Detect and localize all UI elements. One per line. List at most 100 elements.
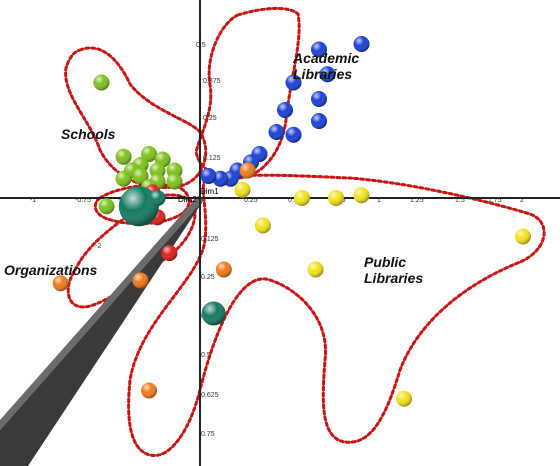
data-point: [319, 66, 336, 83]
tick-label: 0.375: [203, 78, 221, 85]
tick-label: 0.25: [203, 115, 217, 122]
data-point-shade: [234, 181, 251, 198]
data-point: [311, 41, 327, 58]
tick-label: 0.25: [201, 274, 215, 281]
data-point: [115, 170, 132, 187]
data-point-shade: [239, 162, 256, 179]
data-point-shade: [141, 382, 157, 399]
data-point-shade: [215, 261, 232, 278]
data-point: [115, 148, 132, 165]
tick-label: 0.5: [196, 42, 206, 49]
data-point: [166, 173, 183, 190]
data-point-shade: [328, 190, 344, 206]
data-point-shade: [353, 36, 370, 52]
label-public-libraries: Public Libraries: [364, 254, 424, 286]
data-point-shade: [132, 272, 149, 289]
data-point-shade: [268, 124, 285, 140]
data-point-shade: [277, 102, 293, 118]
data-point: [93, 74, 110, 91]
data-point-shade: [254, 217, 271, 234]
perspective-pointer: [0, 196, 205, 466]
data-point-shade: [396, 390, 412, 407]
data-point: [311, 91, 327, 107]
data-point: [277, 102, 293, 118]
data-point: [239, 162, 256, 179]
data-point-shade: [353, 187, 370, 204]
data-point-shade: [115, 148, 132, 165]
tick-label: 0.75: [201, 431, 215, 438]
tick-label: 0.125: [201, 236, 219, 243]
axis-label-dim2: Dim2: [178, 195, 197, 204]
data-point: [254, 217, 271, 234]
data-point-shade: [115, 170, 132, 187]
data-point-shade: [149, 190, 166, 206]
data-point: [141, 382, 157, 399]
tick-label: 1.5: [455, 197, 465, 204]
data-point: [294, 190, 310, 206]
data-point: [285, 74, 302, 91]
data-point-shade: [166, 162, 183, 179]
label-schools: Schools: [61, 126, 116, 142]
tick-label: -1: [30, 197, 36, 204]
data-point: [166, 162, 183, 179]
data-point-shade: [319, 66, 336, 83]
tick-label: 0.5: [288, 197, 298, 204]
data-point-shade: [118, 186, 159, 227]
data-point: [353, 187, 370, 204]
data-point: [161, 245, 178, 261]
cluster-outline-0: [194, 6, 301, 180]
data-point: [141, 146, 157, 162]
axis-label-dim1: Dim1: [200, 187, 219, 196]
data-point: [149, 162, 166, 179]
tick-label: 1.75: [488, 197, 502, 204]
data-point-shade: [93, 74, 110, 91]
data-point: [98, 198, 115, 215]
data-point: [132, 272, 149, 289]
data-point: [201, 301, 226, 326]
tick-label: -0.75: [75, 197, 91, 204]
tick-label: 2: [520, 197, 524, 204]
tick-label: 1: [377, 197, 381, 204]
tick-label: 0.625: [201, 392, 219, 399]
data-point: [285, 126, 302, 143]
data-point-shade: [311, 113, 327, 129]
data-point: [52, 275, 69, 292]
data-point-shade: [311, 41, 327, 58]
data-points: [52, 36, 531, 407]
data-point-shade: [149, 162, 166, 179]
data-point: [311, 113, 327, 129]
tick-label: 0.125: [203, 155, 221, 162]
data-point: [132, 168, 149, 184]
data-point-shade: [294, 190, 310, 206]
tick-label: 0.25: [244, 197, 258, 204]
data-point: [200, 168, 217, 184]
data-point: [234, 181, 251, 198]
data-point: [353, 36, 370, 52]
data-point: [396, 390, 412, 407]
data-point: [118, 186, 159, 227]
data-point-shade: [141, 146, 157, 162]
tick-label: 1.25: [410, 197, 424, 204]
pointer-highlight: [0, 196, 205, 430]
pointer-wedge: [0, 198, 205, 466]
data-point: [149, 190, 166, 206]
data-point-shade: [132, 168, 149, 184]
data-point-shade: [201, 301, 226, 326]
data-point-shade: [307, 261, 324, 278]
data-point-shade: [200, 168, 217, 184]
tick-label: -2: [95, 243, 101, 250]
data-point-shade: [285, 126, 302, 143]
data-point-shade: [161, 245, 178, 261]
label-organizations: Organizations: [4, 262, 98, 278]
data-point: [307, 261, 324, 278]
data-point-shade: [166, 173, 183, 190]
label-academic-libraries: Academic Libraries: [293, 50, 360, 82]
data-point-shade: [285, 74, 302, 91]
tick-label: 0.5: [201, 352, 211, 359]
data-point-shade: [52, 275, 69, 292]
cluster-outline-2: [127, 173, 546, 457]
data-point-shade: [98, 198, 115, 215]
